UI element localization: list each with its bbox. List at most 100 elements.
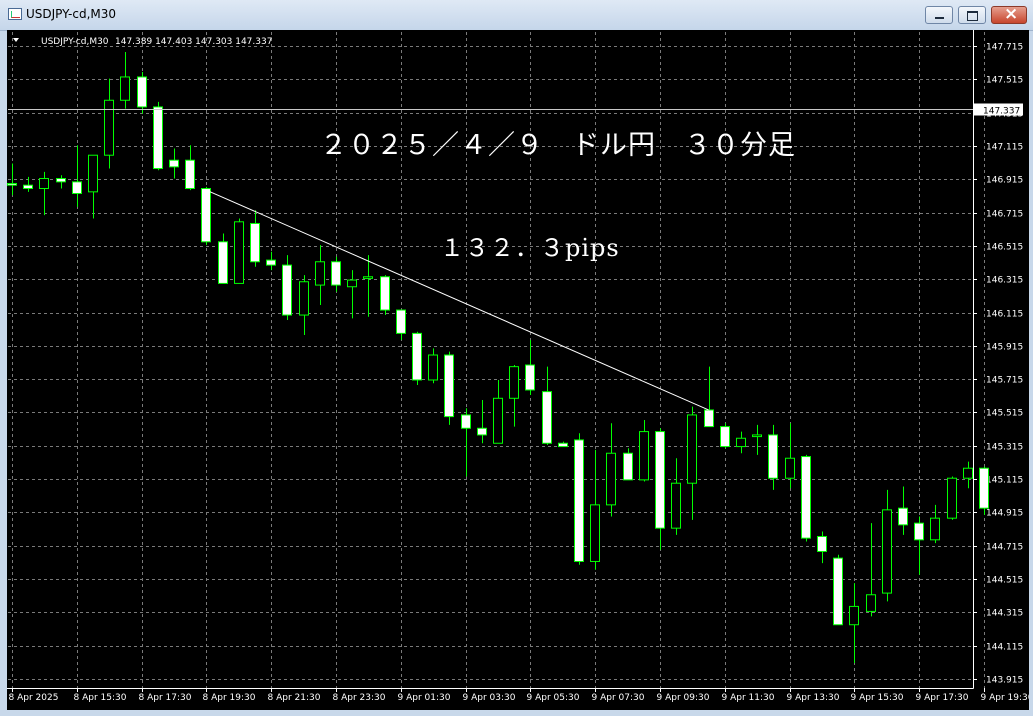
x-tick-label: 9 Apr 07:30 <box>592 693 645 703</box>
candle-body <box>947 477 957 519</box>
candle-body <box>979 467 989 509</box>
x-tick-label: 9 Apr 13:30 <box>787 693 840 703</box>
window-titlebar[interactable]: USDJPY-cd,M30 <box>0 0 1033 31</box>
candle-body <box>930 517 940 541</box>
minimize-button[interactable] <box>925 6 953 24</box>
y-tick-label: 145.515 <box>986 409 1023 419</box>
candle-body <box>218 241 228 284</box>
candle-body <box>866 594 876 612</box>
candle-body <box>412 332 422 381</box>
y-tick-label: 146.315 <box>986 276 1023 286</box>
candle-body <box>752 434 762 438</box>
x-tick-label: 8 Apr 23:30 <box>333 693 386 703</box>
candle-body <box>347 279 357 288</box>
candle-body <box>72 181 82 195</box>
y-tick-label: 147.115 <box>986 143 1023 153</box>
candle-body <box>574 439 584 562</box>
y-tick-label: 145.715 <box>986 376 1023 386</box>
candle-body <box>639 431 649 481</box>
x-tick-label: 9 Apr 15:30 <box>851 693 904 703</box>
candle-body <box>833 557 843 626</box>
candle-body <box>299 281 309 316</box>
current-price-label: 147.337 <box>983 107 1020 117</box>
chart-window-icon <box>8 8 22 20</box>
symbol-header: USDJPY-cd,M30 <box>41 37 109 47</box>
candle-body <box>169 159 179 168</box>
candle-body <box>331 261 341 286</box>
y-tick-label: 147.715 <box>986 43 1023 53</box>
candle-body <box>266 259 276 266</box>
candle-body <box>88 154 98 193</box>
candle-body <box>56 178 66 183</box>
symbol-dropdown-icon[interactable] <box>13 38 19 42</box>
candle-body <box>817 535 827 552</box>
candle-body <box>396 309 406 334</box>
candle-body <box>882 509 892 594</box>
price-chart[interactable]: 147.715147.515147.315147.115146.915146.7… <box>7 30 1029 710</box>
current-price-box <box>974 103 1023 116</box>
candle-body <box>185 159 195 190</box>
y-tick-label: 144.115 <box>986 643 1023 653</box>
candle-body <box>461 414 471 429</box>
candle-body <box>849 605 859 626</box>
candle-body <box>153 106 163 170</box>
candle-body <box>687 414 697 484</box>
x-tick-label: 8 Apr 21:30 <box>268 693 321 703</box>
chart-canvas[interactable]: 147.715147.515147.315147.115146.915146.7… <box>7 30 1029 710</box>
candle-body <box>234 221 244 284</box>
x-tick-label: 8 Apr 2025 <box>9 693 59 703</box>
y-tick-label: 146.515 <box>986 243 1023 253</box>
x-tick-label: 9 Apr 03:30 <box>463 693 516 703</box>
candle-body <box>558 442 568 448</box>
candle-body <box>120 76 130 101</box>
y-tick-label: 144.515 <box>986 576 1023 586</box>
candle-body <box>768 434 778 479</box>
close-button[interactable] <box>991 4 1027 24</box>
axes: 147.715147.515147.315147.115146.915146.7… <box>7 30 1029 703</box>
candle-body <box>23 184 33 190</box>
candle-body <box>250 222 260 263</box>
x-tick-label: 9 Apr 01:30 <box>398 693 451 703</box>
candle-body <box>914 522 924 541</box>
candle-body <box>963 467 973 479</box>
candle-body <box>509 366 519 399</box>
candle-body <box>363 276 373 279</box>
candle-body <box>39 178 49 190</box>
y-tick-label: 146.715 <box>986 210 1023 220</box>
candle-body <box>380 276 390 311</box>
candle-body <box>315 261 325 286</box>
x-tick-label: 8 Apr 17:30 <box>139 693 192 703</box>
annotation-title: ２０２５／４／９ ドル円 ３０分足 <box>320 130 796 161</box>
candle-body <box>444 354 454 418</box>
candle-body <box>801 456 811 539</box>
y-tick-label: 147.515 <box>986 76 1023 86</box>
grid <box>8 32 985 688</box>
candle-body <box>736 437 746 448</box>
y-tick-label: 146.115 <box>986 310 1023 320</box>
x-tick-label: 9 Apr 05:30 <box>527 693 580 703</box>
candle-body <box>542 391 552 444</box>
y-tick-label: 146.915 <box>986 176 1023 186</box>
candle-body <box>590 504 600 562</box>
overlays: 147.337 <box>8 103 1023 411</box>
x-tick-label: 9 Apr 09:30 <box>657 693 710 703</box>
y-tick-label: 145.915 <box>986 343 1023 353</box>
y-tick-label: 143.915 <box>986 676 1023 686</box>
x-tick-label: 8 Apr 19:30 <box>203 693 256 703</box>
ohlc-header: 147.389 147.403 147.303 147.337 <box>115 37 272 47</box>
candles <box>7 51 989 664</box>
candle-body <box>785 457 795 479</box>
candle-body <box>493 397 503 444</box>
candle-body <box>282 264 292 316</box>
x-tick-label: 9 Apr 19:30 <box>981 693 1030 703</box>
x-tick-label: 9 Apr 17:30 <box>916 693 969 703</box>
y-tick-label: 144.315 <box>986 609 1023 619</box>
maximize-button[interactable] <box>958 6 986 24</box>
candle-body <box>671 482 681 529</box>
trend-line[interactable] <box>206 189 709 411</box>
candle-body <box>606 452 616 506</box>
candle-body <box>623 452 633 481</box>
candle-body <box>428 354 438 381</box>
x-tick-label: 8 Apr 15:30 <box>74 693 127 703</box>
